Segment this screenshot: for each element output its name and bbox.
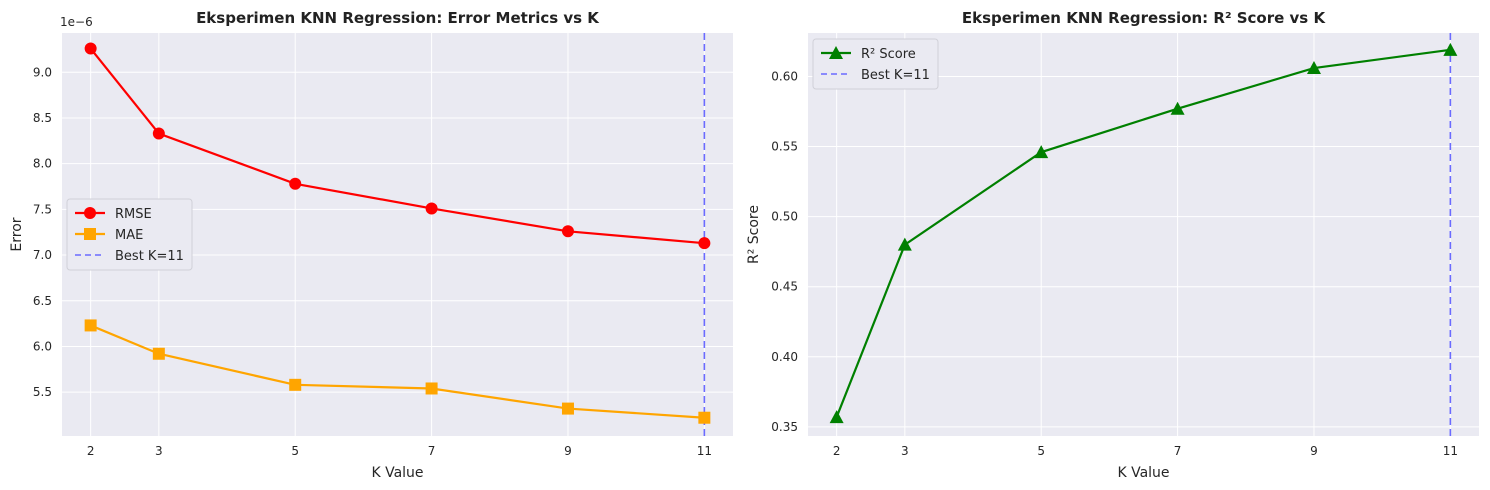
legend-label: Best K=11	[861, 68, 930, 83]
chart-title: Eksperimen KNN Regression: Error Metrics…	[196, 9, 600, 27]
y-tick-label: 0.40	[771, 350, 798, 364]
data-point	[289, 378, 302, 391]
x-tick-label: 7	[428, 444, 436, 458]
data-point	[1034, 145, 1049, 159]
data-point	[698, 411, 711, 424]
y-tick-label: 7.0	[33, 248, 52, 262]
legend: RMSE MAE Best K=11	[66, 198, 193, 271]
x-tick-label: 11	[697, 444, 712, 458]
y-tick-label: 8.0	[33, 157, 52, 171]
legend-swatch-marker	[84, 228, 96, 240]
y-axis-label: R² Score	[746, 205, 762, 264]
series-line-mae	[90, 324, 705, 419]
data-point	[561, 225, 574, 238]
data-point	[425, 202, 438, 215]
y-offset-label: 1e−6	[60, 15, 93, 29]
y-tick-label: 0.55	[771, 140, 798, 154]
y-tick-label: 5.5	[33, 385, 52, 399]
r2-score-chart: 2 3 5 7 9 11 0.35 0.40 0.45 0.50 0.55 0.60 Eksperim…	[746, 9, 1479, 481]
data-point	[152, 347, 165, 360]
x-tick-label: 11	[1443, 444, 1458, 458]
series-line-r-score	[835, 48, 1451, 418]
y-tick-label: 7.5	[33, 202, 52, 216]
legend-box	[66, 198, 193, 271]
plot-area	[808, 33, 1479, 436]
y-tick-label: 0.45	[771, 280, 798, 294]
x-tick-label: 3	[901, 444, 909, 458]
x-tick-label: 5	[1037, 444, 1045, 458]
y-tick-label: 0.35	[771, 420, 798, 434]
data-point	[897, 237, 912, 251]
data-marks	[84, 33, 711, 436]
y-axis-label: Error	[9, 217, 25, 251]
x-tick-label: 2	[833, 444, 841, 458]
y-tick-label: 6.0	[33, 339, 52, 353]
legend-label: Best K=11	[115, 249, 184, 264]
x-axis-label: K Value	[371, 465, 423, 481]
x-tick-label: 3	[155, 444, 163, 458]
legend-swatch-marker	[829, 46, 843, 59]
x-tick-label: 9	[564, 444, 572, 458]
data-point	[289, 177, 302, 190]
data-point	[84, 319, 97, 332]
chart-title: Eksperimen KNN Regression: R² Score vs K	[962, 9, 1327, 27]
data-point	[425, 382, 438, 395]
legend: R² Score Best K=11	[812, 38, 939, 90]
legend-label: RMSE	[115, 207, 152, 222]
y-tick-label: 6.5	[33, 294, 52, 308]
x-axis-label: K Value	[1117, 465, 1169, 481]
x-tick-label: 9	[1310, 444, 1318, 458]
data-point	[1170, 101, 1185, 115]
grid	[62, 33, 733, 436]
data-point	[152, 127, 165, 140]
data-marks	[829, 33, 1458, 436]
legend-box	[812, 38, 939, 90]
y-tick-label: 0.60	[771, 69, 798, 83]
error-metrics-chart: 2 3 5 7 9 11 5.5 6.0 6.5 7.0 7.5 8.0 8.5 9.0 Eksperim…	[9, 9, 733, 481]
x-tick-label: 5	[291, 444, 299, 458]
tick-labels: 2 3 5 7 9 11 5.5 6.0 6.5 7.0 7.5 8.0 8.5 9.0	[33, 65, 712, 458]
data-point	[698, 237, 711, 250]
series-line-rmse	[89, 47, 705, 245]
legend-label: MAE	[115, 228, 143, 243]
data-point	[1443, 42, 1458, 56]
data-point	[829, 410, 844, 424]
legend-label: R² Score	[861, 47, 916, 62]
x-tick-label: 7	[1174, 444, 1182, 458]
legend-swatch-marker	[84, 207, 96, 219]
y-tick-label: 0.50	[771, 210, 798, 224]
x-tick-label: 2	[87, 444, 95, 458]
data-point	[561, 402, 574, 415]
data-point	[1306, 61, 1321, 75]
y-tick-label: 9.0	[33, 65, 52, 79]
y-tick-label: 8.5	[33, 111, 52, 125]
data-point	[84, 42, 97, 55]
tick-labels: 2 3 5 7 9 11 0.35 0.40 0.45 0.50 0.55 0.60	[771, 69, 1458, 458]
